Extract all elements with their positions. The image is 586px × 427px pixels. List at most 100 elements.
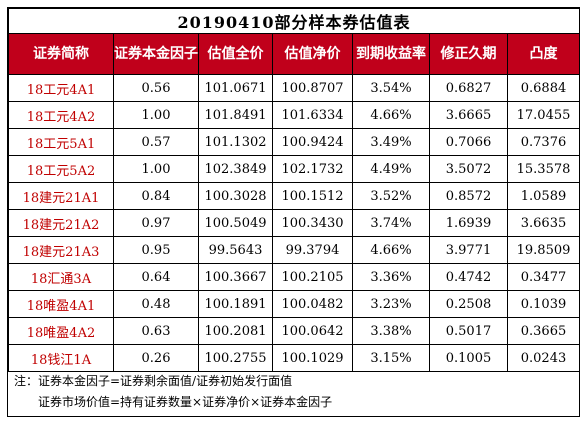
value-cell: 100.1891 — [198, 290, 273, 318]
value-cell: 101.0671 — [198, 74, 273, 102]
value-cell: 3.38% — [352, 317, 430, 345]
value-cell: 0.84 — [113, 182, 199, 210]
value-cell: 0.1039 — [506, 290, 581, 318]
value-cell: 3.5072 — [429, 155, 508, 183]
value-cell: 100.3430 — [272, 209, 353, 237]
column-header: 证券本金因子 — [113, 33, 199, 75]
value-cell: 0.5017 — [429, 317, 508, 345]
value-cell: 0.57 — [113, 128, 199, 156]
column-header: 修正久期 — [429, 33, 508, 75]
table-row: 18唯盈4A1 0.48 100.1891 100.0482 3.23% 0.2508 0.… — [8, 290, 581, 318]
security-name-cell: 18建元21A1 — [8, 182, 114, 210]
footnote-2: 证券市场价值=持有证券数量×证券净价×证券本金因子 — [38, 395, 333, 409]
value-cell: 0.7376 — [506, 128, 581, 156]
value-cell: 1.6939 — [429, 209, 508, 237]
value-cell: 101.1302 — [198, 128, 273, 156]
value-cell: 3.23% — [352, 290, 430, 318]
value-cell: 100.1512 — [272, 182, 353, 210]
security-name-cell: 18汇通3A — [8, 263, 114, 291]
value-cell: 102.3849 — [198, 155, 273, 183]
value-cell: 0.26 — [113, 344, 199, 372]
security-name-cell: 18工元5A1 — [8, 128, 114, 156]
security-name-cell: 18钱江1A — [8, 344, 114, 372]
value-cell: 100.2755 — [198, 344, 273, 372]
table-row: 18建元21A1 0.84 100.3028 100.1512 3.52% 0.8572 1… — [8, 182, 581, 210]
value-cell: 19.8509 — [506, 236, 581, 264]
value-cell: 0.48 — [113, 290, 199, 318]
value-cell: 0.6884 — [506, 74, 581, 102]
footnote-1: 注：证券本金因子=证券剩余面值/证券初始发行面值 — [14, 374, 293, 388]
security-name-cell: 18唯盈4A2 — [8, 317, 114, 345]
table-row: 18工元5A1 0.57 101.1302 100.9424 3.49% 0.7066 0.… — [8, 128, 581, 156]
value-cell: 3.15% — [352, 344, 430, 372]
value-cell: 0.6827 — [429, 74, 508, 102]
column-header: 估值净价 — [272, 33, 353, 75]
security-name-cell: 18工元4A1 — [8, 74, 114, 102]
value-cell: 0.4742 — [429, 263, 508, 291]
table-row: 18建元21A2 0.97 100.5049 100.3430 3.74% 1.6939 3… — [8, 209, 581, 237]
value-cell: 15.3578 — [506, 155, 581, 183]
value-cell: 100.2081 — [198, 317, 273, 345]
value-cell: 3.54% — [352, 74, 430, 102]
value-cell: 3.6665 — [429, 101, 508, 129]
value-cell: 0.3477 — [506, 263, 581, 291]
value-cell: 4.49% — [352, 155, 430, 183]
valuation-table: 20190410部分样本券估值表 证券简称 证券本金因子 估值全价 估值净价 到… — [7, 8, 581, 372]
table-row: 18建元21A3 0.95 99.5643 99.3794 4.66% 3.9771 19.… — [8, 236, 581, 264]
value-cell: 99.3794 — [272, 236, 353, 264]
value-cell: 100.2105 — [272, 263, 353, 291]
value-cell: 0.1005 — [429, 344, 508, 372]
value-cell: 0.64 — [113, 263, 199, 291]
value-cell: 0.97 — [113, 209, 199, 237]
value-cell: 100.3667 — [198, 263, 273, 291]
value-cell: 3.49% — [352, 128, 430, 156]
value-cell: 100.8707 — [272, 74, 353, 102]
value-cell: 100.5049 — [198, 209, 273, 237]
header-row: 证券简称 证券本金因子 估值全价 估值净价 到期收益率 修正久期 凸度 — [8, 33, 581, 75]
table-row: 18汇通3A 0.64 100.3667 100.2105 3.36% 0.4742 0.3… — [8, 263, 581, 291]
value-cell: 4.66% — [352, 101, 430, 129]
column-header: 到期收益率 — [352, 33, 430, 75]
table-title: 20190410部分样本券估值表 — [7, 8, 581, 34]
value-cell: 100.9424 — [272, 128, 353, 156]
value-cell: 3.36% — [352, 263, 430, 291]
value-cell: 101.6334 — [272, 101, 353, 129]
value-cell: 0.7066 — [429, 128, 508, 156]
security-name-cell: 18工元4A2 — [8, 101, 114, 129]
column-header: 证券简称 — [8, 33, 114, 75]
column-header: 凸度 — [506, 33, 581, 75]
value-cell: 1.00 — [113, 101, 199, 129]
table-row: 18钱江1A 0.26 100.2755 100.1029 3.15% 0.1005 0.0… — [8, 344, 581, 372]
value-cell: 1.0589 — [506, 182, 581, 210]
table-row: 18工元4A1 0.56 101.0671 100.8707 3.54% 0.6827 0.… — [8, 74, 581, 102]
value-cell: 0.95 — [113, 236, 199, 264]
value-cell: 100.0482 — [272, 290, 353, 318]
value-cell: 3.6635 — [506, 209, 581, 237]
table-row: 18工元4A2 1.00 101.8491 101.6334 4.66% 3.6665 17… — [8, 101, 581, 129]
value-cell: 3.74% — [352, 209, 430, 237]
value-cell: 0.3665 — [506, 317, 581, 345]
value-cell: 101.8491 — [198, 101, 273, 129]
value-cell: 1.00 — [113, 155, 199, 183]
value-cell: 4.66% — [352, 236, 430, 264]
table-row: 18工元5A2 1.00 102.3849 102.1732 4.49% 3.5072 15… — [8, 155, 581, 183]
value-cell: 99.5643 — [198, 236, 273, 264]
security-name-cell: 18建元21A2 — [8, 209, 114, 237]
title-row: 20190410部分样本券估值表 — [7, 8, 581, 34]
value-cell: 0.8572 — [429, 182, 508, 210]
value-cell: 102.1732 — [272, 155, 353, 183]
security-name-cell: 18建元21A3 — [8, 236, 114, 264]
value-cell: 100.0642 — [272, 317, 353, 345]
value-cell: 0.0243 — [506, 344, 581, 372]
value-cell: 17.0455 — [506, 101, 581, 129]
value-cell: 100.3028 — [198, 182, 273, 210]
security-name-cell: 18唯盈4A1 — [8, 290, 114, 318]
value-cell: 0.63 — [113, 317, 199, 345]
value-cell: 0.56 — [113, 74, 199, 102]
table-row: 18唯盈4A2 0.63 100.2081 100.0642 3.38% 0.5017 0.… — [8, 317, 581, 345]
value-cell: 3.9771 — [429, 236, 508, 264]
value-cell: 0.2508 — [429, 290, 508, 318]
column-header: 估值全价 — [198, 33, 273, 75]
value-cell: 3.52% — [352, 182, 430, 210]
security-name-cell: 18工元5A2 — [8, 155, 114, 183]
